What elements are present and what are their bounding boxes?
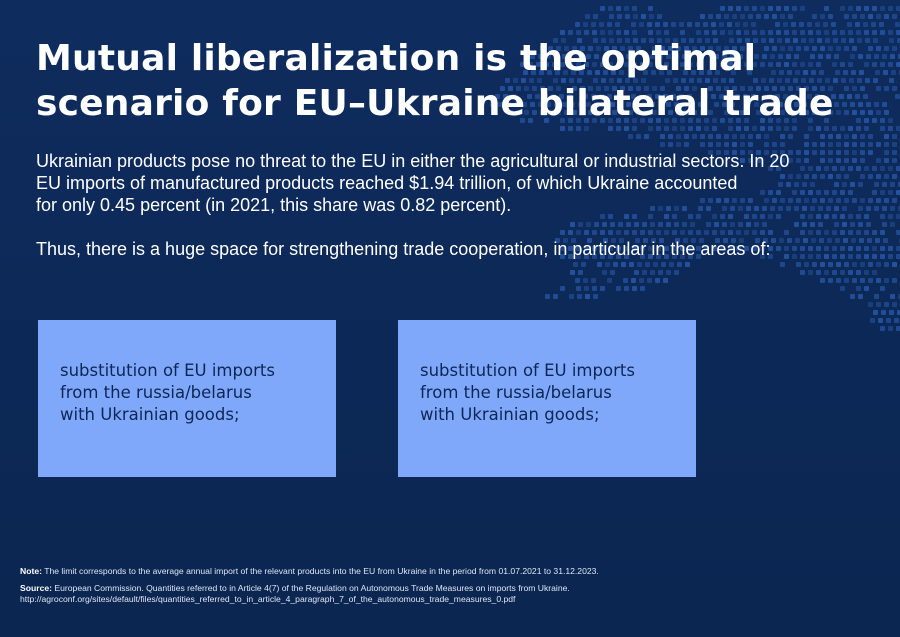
card-2-text: substitution of EU imports from the russ… — [420, 360, 680, 426]
source-link[interactable]: http://agroconf.org/sites/default/files/… — [20, 594, 516, 604]
card-2-line-1: substitution of EU imports — [420, 361, 635, 380]
intro-line-1: Ukrainian products pose no threat to the… — [36, 151, 790, 171]
note-text: The limit corresponds to the average ann… — [41, 566, 599, 576]
page-title: Mutual liberalization is the optimal sce… — [36, 36, 886, 126]
cooperation-card-1: substitution of EU imports from the russ… — [38, 320, 336, 477]
card-2-line-2: from the russia/belarus — [420, 383, 612, 402]
source-label: Source: — [20, 583, 52, 593]
footnote-note: Note: The limit corresponds to the avera… — [20, 566, 599, 577]
source-text: European Commission. Quantities referred… — [52, 583, 570, 593]
title-line-2: scenario for EU–Ukraine bilateral trade — [36, 83, 834, 124]
footnote-source: Source: European Commission. Quantities … — [20, 583, 570, 594]
card-1-line-2: from the russia/belarus — [60, 383, 252, 402]
note-label: Note: — [20, 566, 42, 576]
intro-line-2: EU imports of manufactured products reac… — [36, 173, 738, 193]
card-2-line-3: with Ukrainian goods; — [420, 405, 600, 424]
card-1-line-1: substitution of EU imports — [60, 361, 275, 380]
card-1-line-3: with Ukrainian goods; — [60, 405, 240, 424]
cooperation-paragraph: Thus, there is a huge space for strength… — [36, 239, 771, 259]
title-line-1: Mutual liberalization is the optimal — [36, 38, 757, 79]
intro-paragraph: Ukrainian products pose no threat to the… — [36, 150, 900, 216]
intro-line-3: for only 0.45 percent (in 2021, this sha… — [36, 195, 512, 215]
card-1-text: substitution of EU imports from the russ… — [60, 360, 320, 426]
cooperation-card-2: substitution of EU imports from the russ… — [398, 320, 696, 477]
